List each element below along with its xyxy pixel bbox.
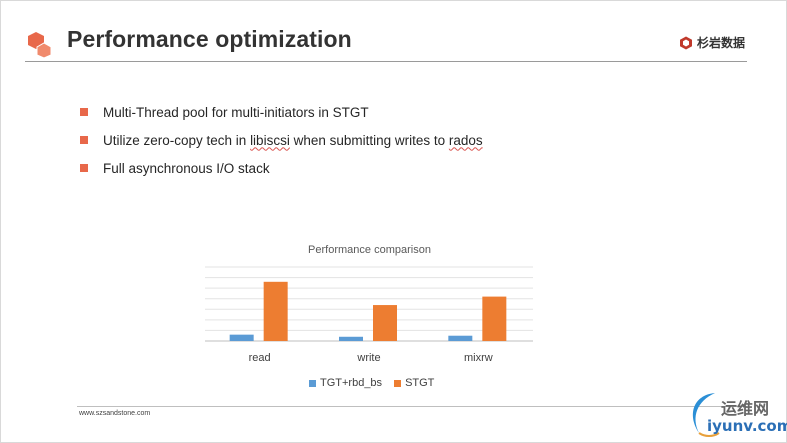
x-tick-label: mixrw: [464, 352, 493, 364]
bullet-item: Utilize zero-copy tech in libiscsi when …: [80, 126, 483, 154]
bullet-list: Multi-Thread pool for multi-initiators i…: [80, 98, 483, 182]
bullet-text: Utilize zero-copy tech in libiscsi when …: [103, 132, 483, 148]
watermark-text-top: 运维网: [721, 399, 770, 418]
legend-label: TGT+rbd_bs: [320, 377, 383, 389]
spellcheck-flagged-word: libiscsi: [250, 132, 290, 148]
legend-item-tgt: TGT+rbd_bs: [309, 377, 382, 389]
bullet-square-icon: [80, 136, 88, 144]
brand-name: 杉岩数据: [697, 36, 746, 50]
slide-title: Performance optimization: [67, 26, 352, 52]
chart-legend: TGT+rbd_bs STGT: [309, 377, 446, 389]
bullet-text: Multi-Thread pool for multi-initiators i…: [103, 104, 369, 120]
footer-divider: [77, 406, 747, 407]
legend-label: STGT: [405, 377, 435, 389]
x-tick-label: write: [356, 352, 380, 364]
bullet-item: Full asynchronous I/O stack: [80, 154, 483, 182]
legend-item-stgt: STGT: [394, 377, 434, 389]
header-divider: [25, 61, 747, 62]
bar-stgt-mixrw: [482, 296, 507, 341]
footer-url: www.szsandstone.com: [79, 410, 151, 417]
legend-swatch: [394, 379, 402, 387]
bar-tgt-write: [339, 336, 363, 341]
watermark-swoosh-icon: [692, 393, 720, 437]
brand-hexagon-icon: [680, 36, 692, 49]
bullet-item: Multi-Thread pool for multi-initiators i…: [80, 98, 483, 126]
site-watermark: 运维网 iyunv.com: [685, 389, 787, 441]
chart-title: Performance comparison: [308, 244, 431, 256]
watermark-text-bottom: iyunv.com: [707, 417, 787, 435]
bar-tgt-mixrw: [448, 335, 473, 341]
brand-logo: 杉岩数据: [679, 34, 745, 51]
bullet-square-icon: [80, 164, 88, 172]
bullet-square-icon: [80, 108, 88, 116]
bar-stgt-read: [263, 281, 288, 341]
legend-swatch: [309, 379, 316, 387]
x-tick-label: read: [249, 352, 271, 364]
bar-tgt-read: [229, 334, 254, 341]
spellcheck-flagged-word: rados: [448, 132, 483, 148]
hexagon-logo-icon: [28, 32, 52, 59]
bullet-text: Full asynchronous I/O stack: [103, 160, 270, 176]
bar-stgt-write: [373, 305, 397, 341]
